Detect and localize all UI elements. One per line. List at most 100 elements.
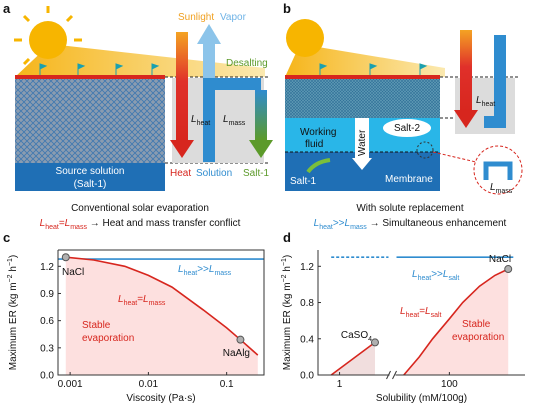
text-part: mass [350, 224, 367, 231]
area-fill [403, 269, 509, 375]
text-part: NaCl [62, 267, 84, 278]
label: Salt-2 [394, 123, 421, 134]
text-part: salt [431, 312, 442, 319]
evaporator [15, 78, 165, 163]
text-part: heat [184, 270, 198, 277]
label: Solution [196, 168, 232, 179]
zoom-circle [473, 145, 523, 195]
x-tick-label: 100 [441, 379, 458, 390]
x-tick-label: 0.01 [139, 379, 159, 390]
text-part: NaCl [489, 254, 511, 265]
text-part: L [143, 294, 149, 305]
solution-pipe [203, 78, 261, 162]
water-arrow-head [352, 158, 372, 170]
annotation: Lheat>>Lmass [178, 264, 232, 277]
label: Lmass [223, 114, 246, 127]
text-part: L [65, 218, 71, 229]
panel-a: a Source solution (Salt-1) Sunlight Vapo… [3, 1, 273, 231]
text-part: L [209, 264, 215, 275]
axis-frame [57, 249, 265, 376]
caption: With solute replacement [356, 203, 463, 214]
water-column [355, 118, 369, 158]
zoom-spot [416, 141, 434, 159]
caption: Conventional solar evaporation [71, 203, 209, 214]
label: (Salt-1) [74, 179, 107, 190]
evaporator [285, 78, 440, 118]
text-part: heat [197, 120, 211, 127]
point-label: NaCl [489, 254, 511, 265]
text-part: L [345, 218, 351, 229]
annotation: Lheat>>Lsalt [412, 269, 459, 282]
text-part: heat [418, 275, 432, 282]
text-part: L [178, 264, 184, 275]
text-part: Maximum ER (kg m [8, 282, 19, 370]
x-tick-label: 1 [337, 379, 343, 390]
label: fluid [305, 139, 323, 150]
text-part: mass [214, 270, 231, 277]
label: Sunlight [178, 12, 214, 23]
text-part: mass [70, 224, 87, 231]
label: Salt-1 [290, 176, 317, 187]
text-part: ) [8, 255, 19, 258]
text-part: Stable [82, 320, 111, 331]
label: Source solution [56, 166, 125, 177]
label: Heat [170, 168, 191, 179]
dashed-guides [440, 76, 520, 119]
text-part: L [118, 294, 124, 305]
text-part: L [412, 269, 418, 280]
text-part: heat [124, 300, 138, 307]
panel-b: b Working fluid Water Salt-2 Salt-1 Memb… [283, 1, 523, 231]
y-tick-label: 0.6 [40, 316, 54, 327]
formula: Lheat=Lmass → Heat and mass transfer con… [40, 218, 241, 231]
panel-label: a [3, 1, 11, 16]
x-tick-label: 0.1 [220, 379, 234, 390]
y-tick-label: 0.4 [300, 334, 314, 345]
text-part: mass [229, 120, 246, 127]
text-part: −2 [281, 274, 288, 282]
text-part: → Heat and mass transfer conflict [87, 218, 241, 229]
text-part: mass [149, 300, 166, 307]
salt2-blob [383, 119, 431, 137]
annotation: Stable [462, 319, 491, 330]
text-part: L [191, 114, 197, 125]
text-part: L [400, 306, 406, 317]
label: Vapor [220, 12, 247, 23]
sunlight-beam [285, 44, 445, 77]
annotation: evaporation [82, 333, 134, 344]
text-part: mass [496, 188, 513, 195]
zoom-link [432, 151, 477, 163]
text-part: Stable [462, 319, 491, 330]
text-part: NaAlg [223, 348, 250, 359]
text-part: = [59, 218, 65, 229]
data-point [504, 265, 513, 274]
y-tick-label: 1.2 [300, 262, 314, 273]
text-part: >> [197, 264, 209, 275]
text-part: 4 [368, 336, 372, 343]
axis-break [386, 370, 397, 380]
data-point [236, 335, 245, 344]
text-part: CaSO [341, 330, 368, 341]
sun-rays [14, 6, 82, 66]
label: Lheat [476, 95, 495, 108]
heat-arrow [460, 30, 472, 112]
vapor-arrow [203, 42, 215, 78]
heat-arrow [176, 32, 188, 142]
label: Lmass [490, 182, 513, 195]
data-point [370, 338, 379, 347]
text-part: >> [333, 218, 345, 229]
text-part: heat [319, 224, 333, 231]
text-part: >> [431, 269, 443, 280]
label: Lheat [191, 114, 210, 127]
line [330, 341, 376, 376]
flags [39, 63, 160, 75]
text-part: L [223, 114, 229, 125]
text-part: L [425, 306, 431, 317]
line [65, 256, 259, 356]
absorber [285, 75, 440, 79]
text-part: L [443, 269, 449, 280]
text-part: → Simultaneous enhancement [367, 218, 507, 229]
salt-arrow [255, 90, 267, 140]
y-axis-label: Maximum ER (kg m−2 h−1) [7, 255, 19, 370]
text-part: heat [45, 224, 59, 231]
